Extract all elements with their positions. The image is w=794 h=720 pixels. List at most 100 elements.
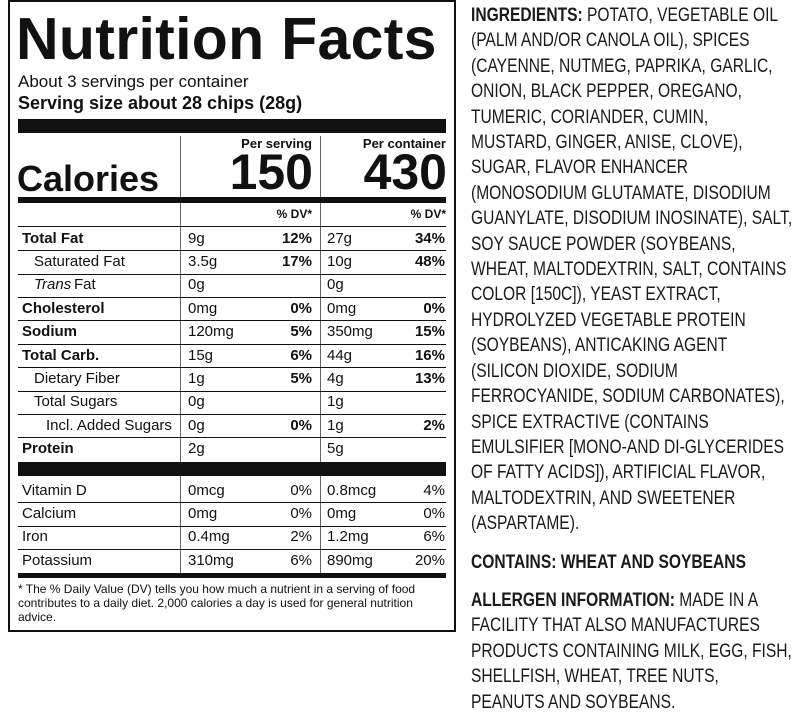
column-divider — [180, 136, 181, 574]
amount: 310mg — [188, 551, 234, 569]
rule — [18, 250, 446, 252]
daily-value: 0% — [423, 505, 445, 523]
column-divider — [320, 136, 321, 574]
amount: 0.8mcg — [327, 481, 377, 499]
daily-value: 6% — [423, 528, 445, 546]
footnote: * The % Daily Value (DV) tells you how m… — [18, 582, 416, 624]
daily-value: 0% — [290, 416, 312, 434]
daily-value: 4% — [423, 481, 445, 499]
vitamin-name: Calcium — [22, 505, 77, 523]
amount: 890mg — [327, 551, 373, 569]
ingredient-panel: INGREDIENTS: POTATO, VEGETABLE OIL (PALM… — [471, 3, 792, 715]
amount: 120mg — [188, 323, 234, 341]
daily-value: 0% — [423, 299, 445, 317]
rule — [18, 462, 446, 476]
column-header: Per serving — [241, 135, 312, 151]
rule — [18, 297, 446, 298]
daily-value: 2% — [290, 528, 312, 546]
amount: 1g — [327, 416, 344, 434]
amount: 0mcg — [188, 481, 225, 499]
amount: 0mg — [188, 505, 218, 523]
amount: 0mg — [327, 505, 357, 523]
vitamin-name: Iron — [22, 528, 48, 546]
daily-value: 6% — [290, 551, 312, 569]
daily-value: 20% — [414, 551, 445, 569]
rule — [18, 437, 446, 439]
amount: 0g — [188, 393, 205, 411]
rule — [18, 197, 446, 203]
amount: 27g — [327, 229, 353, 247]
daily-value: 48% — [414, 253, 445, 271]
amount: 0g — [188, 276, 205, 294]
daily-value: 2% — [423, 416, 445, 434]
amount: 0mg — [188, 299, 218, 317]
calories-value: 150 — [229, 143, 313, 200]
amount: 1.2mg — [327, 528, 369, 546]
nutrient-name: Total Fat — [22, 229, 84, 247]
nutrition-label: Nutrition Facts About 3 servings per cont… — [8, 0, 456, 632]
ingredients-text: POTATO, VEGETABLE OIL (PALM AND/OR CANOL… — [471, 5, 793, 535]
contains: CONTAINS: WHEAT AND SOYBEANS — [471, 550, 792, 575]
daily-value: 0% — [290, 299, 312, 317]
dv-header: % DV* — [410, 206, 446, 221]
rule — [18, 390, 446, 392]
ingredients: INGREDIENTS: POTATO, VEGETABLE OIL (PALM… — [471, 3, 792, 537]
title: Nutrition Facts — [16, 6, 437, 73]
amount: 2g — [188, 440, 205, 458]
nutrient-name: Cholesterol — [22, 299, 105, 317]
rule — [18, 343, 446, 345]
rule — [18, 320, 446, 322]
amount: 9g — [188, 229, 205, 247]
nutrient-name: Fat — [74, 276, 96, 294]
rule — [18, 572, 446, 578]
amount: 0mg — [327, 299, 357, 317]
nutrient-name: Total Carb. — [22, 346, 100, 364]
vitamin-name: Potassium — [22, 551, 93, 569]
daily-value: 15% — [414, 323, 445, 341]
calories-label: Calories — [17, 157, 160, 199]
rule — [18, 225, 446, 227]
daily-value: 5% — [290, 323, 312, 341]
nutrient-name: Protein — [22, 440, 74, 458]
serving-size: Serving size about 28 chips (28g) — [18, 92, 303, 113]
daily-value: 12% — [281, 229, 312, 247]
nutrient-name: Trans — [34, 276, 72, 294]
nutrient-name: Sodium — [22, 323, 77, 341]
amount: 10g — [327, 253, 353, 271]
allergen-label: ALLERGEN INFORMATION: — [471, 589, 675, 611]
daily-value: 13% — [414, 370, 445, 388]
amount: 3.5g — [188, 253, 218, 271]
calories-value: 430 — [363, 143, 447, 200]
amount: 350mg — [327, 323, 373, 341]
rule — [18, 119, 446, 133]
nutrient-name: Total Sugars — [34, 393, 118, 411]
daily-value: 0% — [290, 505, 312, 523]
amount: 5g — [327, 440, 344, 458]
amount: 15g — [188, 346, 214, 364]
amount: 1g — [188, 370, 205, 388]
amount: 4g — [327, 370, 344, 388]
amount: 0.4mg — [188, 528, 230, 546]
daily-value: 16% — [414, 346, 445, 364]
amount: 1g — [327, 393, 344, 411]
allergen: ALLERGEN INFORMATION: MADE IN A FACILITY… — [471, 588, 792, 715]
daily-value: 6% — [290, 346, 312, 364]
nutrient-name: Dietary Fiber — [34, 370, 120, 388]
rule — [18, 549, 446, 550]
daily-value: 17% — [281, 253, 312, 271]
nutrient-name: Saturated Fat — [34, 253, 125, 271]
amount: 0g — [188, 416, 205, 434]
allergen-text: MADE IN A FACILITY THAT ALSO MANUFACTURE… — [471, 589, 792, 713]
amount: 44g — [327, 346, 353, 364]
rule — [18, 414, 446, 415]
daily-value: 0% — [290, 481, 312, 499]
rule — [18, 525, 446, 527]
column-header: Per container — [362, 135, 446, 151]
rule — [18, 273, 446, 275]
daily-value: 5% — [290, 370, 312, 388]
servings: About 3 servings per container — [18, 72, 249, 92]
contains-text: CONTAINS: WHEAT AND SOYBEANS — [471, 551, 746, 573]
rule — [18, 502, 446, 504]
rule — [18, 367, 446, 369]
